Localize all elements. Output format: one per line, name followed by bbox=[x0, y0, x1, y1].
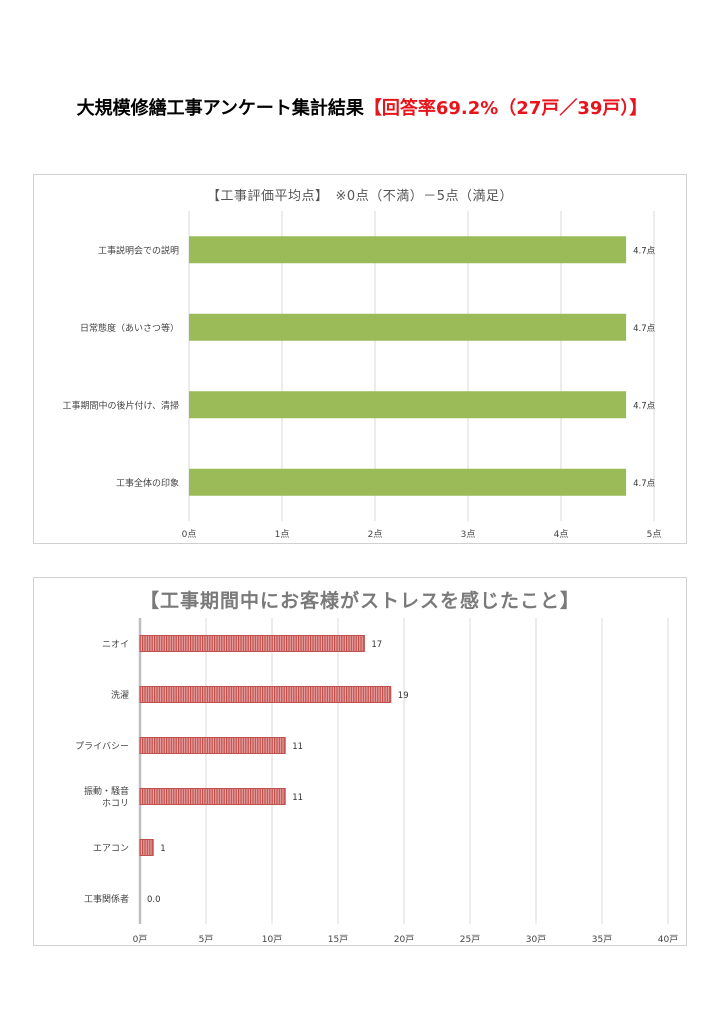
bar bbox=[139, 635, 365, 652]
bar bbox=[189, 313, 627, 341]
data-label: 11 bbox=[292, 742, 303, 752]
x-tick-label: 0点 bbox=[182, 529, 197, 540]
category-label: 洗濯 bbox=[111, 689, 129, 701]
bar bbox=[139, 737, 286, 754]
data-label: 4.7点 bbox=[633, 401, 656, 411]
x-tick-label: 35戸 bbox=[592, 934, 612, 945]
x-tick-label: 5戸 bbox=[199, 934, 214, 945]
data-label: 4.7点 bbox=[633, 324, 656, 334]
data-label: 11 bbox=[292, 793, 303, 803]
average-score-chart-title: 【工事評価平均点】 ※0点（不満）－5点（満足） bbox=[207, 189, 513, 204]
category-label: エアコン bbox=[93, 844, 129, 854]
page-title: 大規模修繕工事アンケート集計結果【回答率69.2%（27戸／39戸）】 bbox=[0, 94, 724, 120]
bar bbox=[139, 788, 286, 805]
stress-chart-svg: 0戸 5戸 10戸 15戸 20戸 25戸 30戸 35戸 40戸 ニオイ 17 洗濯 19 プライバシー… bbox=[75, 618, 678, 945]
x-tick-label: 30戸 bbox=[526, 934, 546, 945]
category-label: 工事全体の印象 bbox=[116, 477, 179, 489]
x-tick-label: 25戸 bbox=[460, 934, 480, 945]
x-tick-label: 15戸 bbox=[328, 934, 348, 945]
bar bbox=[189, 236, 627, 264]
category-label: 工事関係者 bbox=[84, 893, 129, 905]
stress-chart: 0戸 5戸 10戸 15戸 20戸 25戸 30戸 35戸 40戸 ニオイ 17 洗濯 19 プライバシー… bbox=[33, 577, 687, 946]
average-score-chart: 0点 1点 2点 3点 4点 5点 工事説明会での説明 4.7点 日常態度（あいさつ等） 4.7点… bbox=[33, 174, 687, 544]
category-label: ホコリ bbox=[102, 798, 129, 809]
x-tick-label: 0戸 bbox=[133, 934, 148, 945]
bar bbox=[189, 468, 627, 496]
data-label: 1 bbox=[160, 844, 165, 854]
page-title-text: 大規模修繕工事アンケート集計結果 bbox=[76, 98, 364, 119]
x-tick-label: 3点 bbox=[461, 529, 476, 540]
data-label: 4.7点 bbox=[633, 246, 656, 256]
x-tick-label: 20戸 bbox=[394, 934, 414, 945]
category-label: 工事説明会での説明 bbox=[98, 244, 179, 256]
category-label: 振動・騒音 bbox=[84, 785, 129, 797]
data-label: 19 bbox=[398, 691, 409, 701]
x-tick-label: 4点 bbox=[554, 529, 569, 540]
data-label: 17 bbox=[371, 640, 382, 650]
category-label: 工事期間中の後片付け、清掃 bbox=[62, 399, 179, 411]
category-label: 日常態度（あいさつ等） bbox=[80, 322, 179, 334]
response-rate: 【回答率69.2%（27戸／39戸）】 bbox=[363, 98, 648, 119]
data-label: 4.7点 bbox=[633, 479, 656, 489]
x-tick-label: 5点 bbox=[647, 529, 662, 540]
bar bbox=[139, 686, 392, 703]
x-tick-label: 1点 bbox=[275, 529, 290, 540]
x-tick-label: 10戸 bbox=[262, 934, 282, 945]
data-label: 0.0 bbox=[147, 895, 161, 905]
x-tick-label: 2点 bbox=[368, 529, 383, 540]
stress-chart-title: 【工事期間中にお客様がストレスを感じたこと】 bbox=[139, 590, 580, 612]
bar bbox=[139, 839, 154, 856]
bar bbox=[189, 391, 627, 419]
category-label: ニオイ bbox=[102, 639, 129, 650]
category-label: プライバシー bbox=[75, 741, 129, 752]
x-tick-label: 40戸 bbox=[658, 934, 678, 945]
